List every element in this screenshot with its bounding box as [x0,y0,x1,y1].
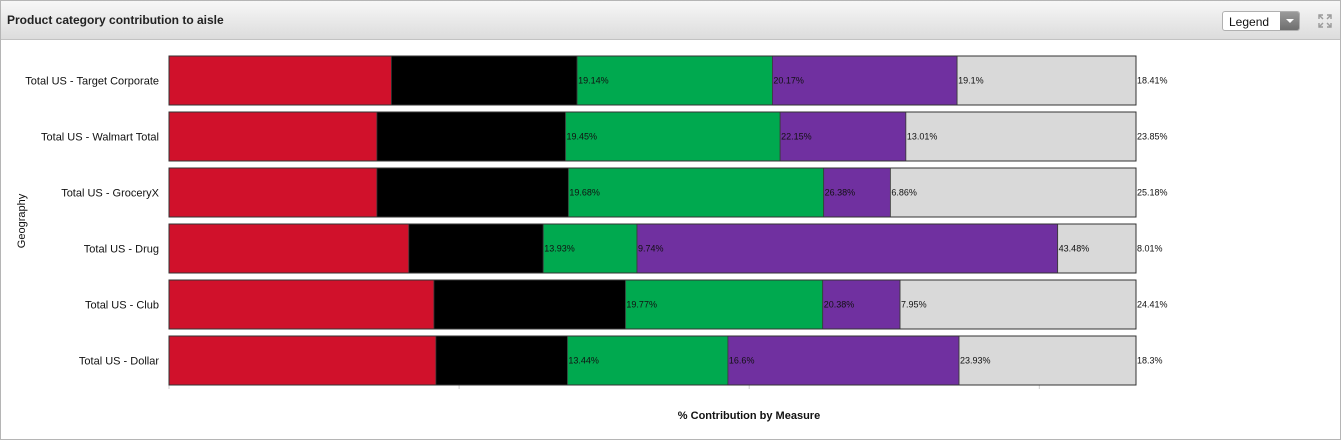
bar-segment [625,279,824,330]
bar-outline [168,167,1137,218]
bar-segment [567,167,825,218]
bar-outline [168,279,1137,330]
bar-outline [168,335,1137,386]
chevron-down-icon[interactable] [1280,12,1299,30]
bar-outline [168,111,1137,162]
x-axis-title: % Contribution by Measure [678,410,820,422]
bar-segment [905,111,1137,162]
data-label: 6.86% [891,188,917,198]
data-label: 13.93% [544,244,575,254]
bar-segment [376,167,569,218]
end-data-label: 18.41% [1137,76,1168,86]
data-label: 20.38% [824,300,855,310]
end-data-label: 8.01% [1137,244,1163,254]
bar-outline [168,55,1137,106]
data-label: 19.45% [566,132,597,142]
bar-segment [168,335,437,386]
stacked-bar-chart: Geography % Contribution by Measure Total … [16,55,1168,422]
bar-segment [376,111,566,162]
data-label: 9.74% [638,244,664,254]
data-label: 20.17% [773,76,804,86]
data-label: 22.15% [781,132,812,142]
data-label: 7.95% [901,300,927,310]
end-data-label: 23.85% [1137,132,1168,142]
legend-dropdown[interactable]: Legend [1222,11,1300,31]
bar-segment [889,167,1137,218]
data-label: 16.6% [729,356,755,366]
data-label: 43.48% [1059,244,1090,254]
bar-segment [168,167,378,218]
panel-header: Product category contribution to aisle L… [1,1,1340,40]
y-axis-title: Geography [16,193,28,248]
data-label: 19.77% [626,300,657,310]
data-label: 19.68% [569,188,600,198]
bar-segment [636,223,1059,274]
bar-segment [168,223,410,274]
category-label: Total US - Drug [84,244,159,256]
bar-segment [727,335,960,386]
bar-segment [435,335,568,386]
data-label: 13.44% [568,356,599,366]
bar-segment [899,279,1137,330]
panel-title: Product category contribution to aisle [7,13,224,27]
bar-outline [168,223,1137,274]
bar-segment [565,111,781,162]
category-label: Total US - Club [85,300,159,312]
category-label: Total US - Dollar [79,356,159,368]
end-data-label: 25.18% [1137,188,1168,198]
category-label: Total US - Walmart Total [41,132,159,144]
end-data-label: 18.3% [1137,356,1163,366]
expand-icon[interactable] [1318,14,1332,28]
data-label: 19.1% [958,76,984,86]
bar-segment [168,55,392,106]
data-label: 13.01% [907,132,938,142]
data-label: 26.38% [825,188,856,198]
bar-segment [1057,223,1137,274]
bar-segment [956,55,1137,106]
bar-segment [168,111,378,162]
end-data-label: 24.41% [1137,300,1168,310]
bar-segment [779,111,907,162]
bar-segment [168,279,435,330]
data-label: 19.14% [578,76,609,86]
bar-segment [391,55,578,106]
data-label: 23.93% [960,356,991,366]
category-label: Total US - Target Corporate [25,76,159,88]
legend-dropdown-label: Legend [1229,15,1270,29]
bar-segment [958,335,1137,386]
bar-segment [408,223,544,274]
category-label: Total US - GroceryX [61,188,159,200]
bar-segment [576,55,773,106]
bar-segment [433,279,626,330]
